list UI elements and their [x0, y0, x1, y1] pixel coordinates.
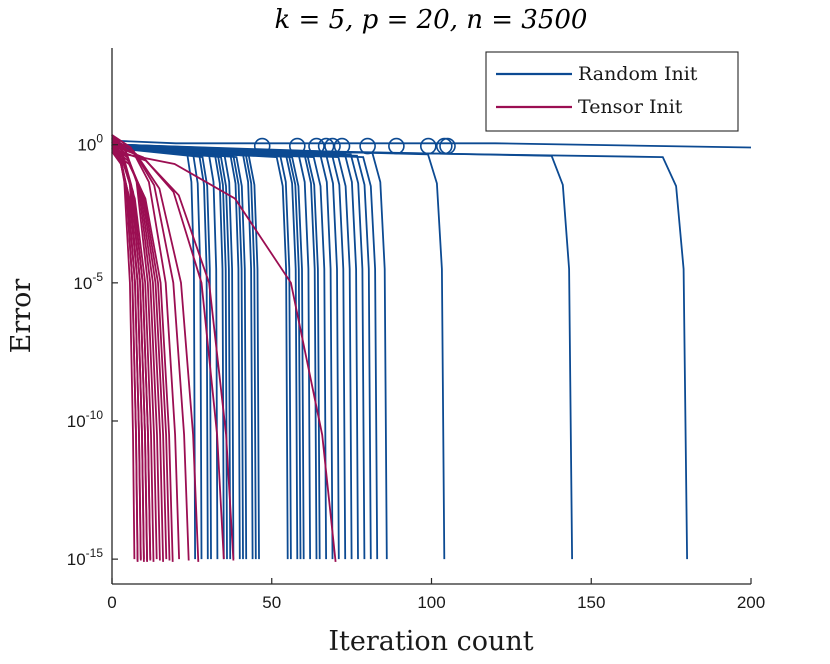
tensor-init-line: [111, 147, 171, 561]
plateau-circle-marker: [388, 137, 405, 155]
x-axis-ticks: 0 50 100 150 200: [107, 578, 765, 612]
tensor-init-line: [111, 150, 155, 562]
plot-lines: [111, 134, 752, 562]
tensor-init-line: [111, 134, 158, 560]
tensor-init-line: [111, 144, 168, 560]
tensor-init-line: [111, 134, 180, 560]
tensor-init-line: [111, 147, 235, 561]
plateau-circle-marker: [419, 137, 437, 155]
random-init-line: [111, 142, 388, 560]
plateau-circle-marker: [288, 137, 306, 155]
y-tick-label: 10-10: [67, 408, 104, 431]
x-tick-label: 150: [577, 593, 605, 612]
tensor-init-line: [111, 144, 225, 560]
legend: Random Init Tensor Init: [485, 51, 739, 132]
y-axis-label: Error: [6, 279, 37, 354]
plateau-circle-marker: [435, 137, 453, 155]
plateau-circle-marker: [359, 137, 376, 155]
plateau-circle-marker: [317, 137, 335, 155]
chart-title: k = 5, p = 20, n = 3500: [275, 5, 588, 35]
y-tick-label: 100: [77, 132, 103, 155]
x-tick-label: 200: [737, 593, 765, 612]
x-tick-label: 100: [417, 593, 445, 612]
tensor-init-line: [111, 150, 337, 562]
y-tick-label: 10-15: [67, 546, 104, 569]
tensor-init-line: [111, 137, 190, 561]
circle-markers: [253, 137, 456, 155]
random-init-line: [111, 146, 573, 560]
plateau-circle-marker: [439, 137, 456, 155]
plateau-circle-marker: [253, 137, 271, 155]
plateau-circle-marker: [333, 137, 351, 155]
legend-label-tensor-init: Tensor Init: [578, 96, 683, 118]
random-init-nonconverged-line: [111, 139, 752, 149]
tensor-init-line: [111, 150, 174, 562]
y-axis-ticks: 100 10-5 10-10 10-15: [67, 132, 118, 569]
x-tick-label: 50: [262, 593, 281, 612]
x-tick-label: 0: [107, 593, 116, 612]
y-tick-label: 10-5: [73, 270, 103, 293]
legend-box: [485, 51, 739, 132]
plateau-circle-marker: [324, 137, 341, 155]
x-axis-label: Iteration count: [328, 626, 533, 657]
legend-label-random-init: Random Init: [578, 63, 698, 85]
plateau-circle-marker: [308, 137, 325, 155]
